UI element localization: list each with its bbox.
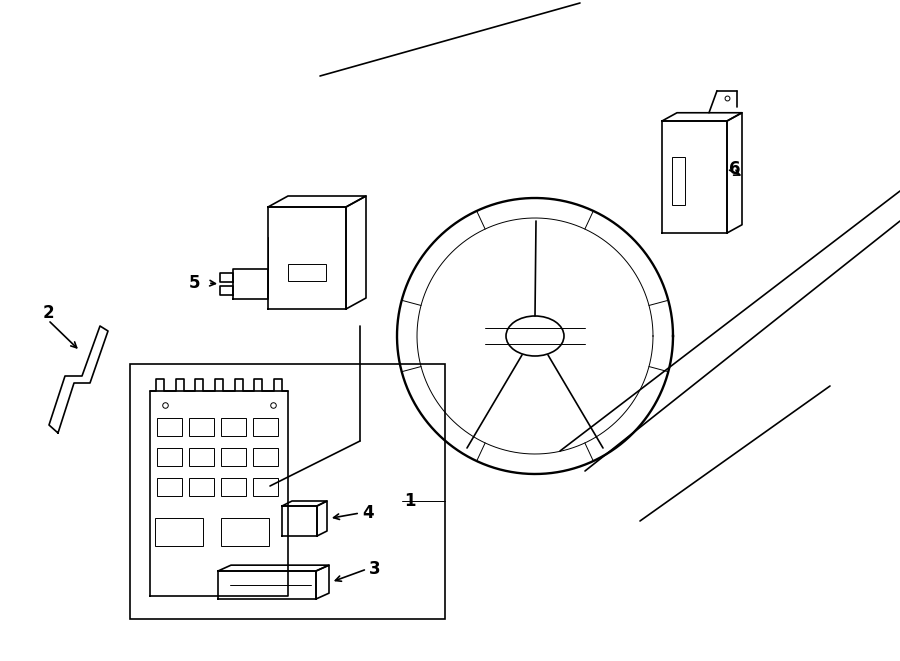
Bar — [221, 518, 269, 546]
Bar — [288, 264, 326, 281]
Bar — [221, 448, 246, 466]
Bar — [157, 448, 182, 466]
Text: 1: 1 — [404, 492, 416, 510]
Bar — [155, 518, 203, 546]
Text: 6: 6 — [729, 160, 741, 178]
Bar — [157, 418, 182, 436]
Bar — [130, 364, 445, 619]
Bar — [189, 448, 214, 466]
Bar — [189, 478, 214, 496]
Bar — [157, 478, 182, 496]
Text: 4: 4 — [362, 504, 374, 522]
Bar — [253, 418, 278, 436]
Bar — [672, 157, 685, 205]
Text: 5: 5 — [189, 274, 201, 292]
Bar — [253, 478, 278, 496]
Bar — [221, 478, 246, 496]
Bar — [189, 418, 214, 436]
Text: 3: 3 — [369, 560, 381, 578]
Bar — [253, 448, 278, 466]
Text: 2: 2 — [42, 304, 54, 322]
Bar — [221, 418, 246, 436]
